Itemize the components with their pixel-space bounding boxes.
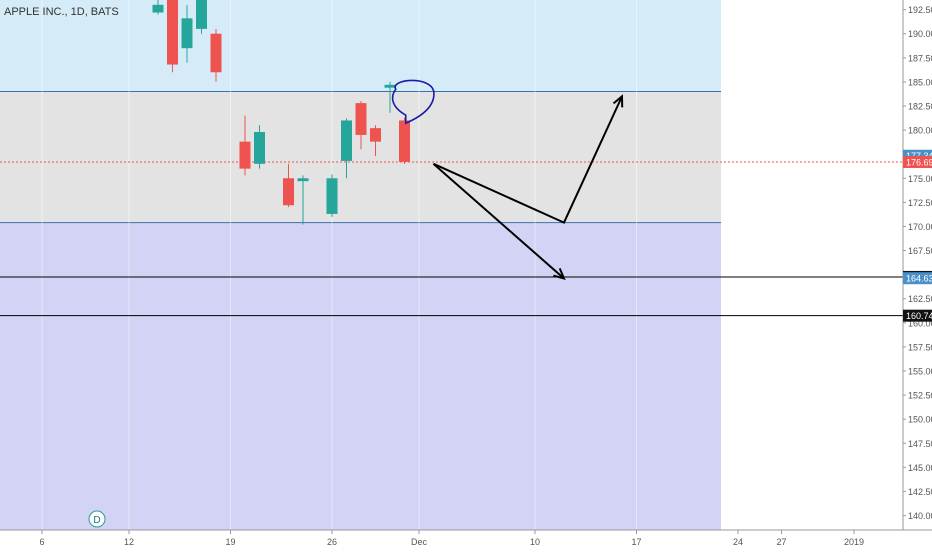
interval-badge[interactable]: D [88,510,106,528]
candle-body [152,4,164,13]
projection-arrowhead-2 [553,267,566,281]
y-tick-label: 150.00 [908,415,932,425]
y-tick-label: 145.00 [908,463,932,473]
candle-body [210,33,222,73]
y-tick-label: 172.50 [908,198,932,208]
y-tick-label: 185.00 [908,77,932,87]
x-tick-label: Dec [411,537,428,547]
x-tick-label: 17 [631,537,641,547]
candle[interactable] [399,117,410,164]
candle-body [167,0,178,65]
candle-body [341,120,352,161]
candle[interactable] [167,0,178,73]
candle-body [181,18,193,49]
candle[interactable] [152,0,164,15]
candle[interactable] [326,174,338,217]
x-tick-label: 6 [39,537,44,547]
y-tick-label: 155.00 [908,367,932,377]
symbol-label: APPLE INC., 1D, BATS [4,6,119,18]
candle-body [283,178,294,206]
candle[interactable] [297,175,309,225]
drawings [391,79,624,281]
candle-body [384,84,396,88]
y-tick-label: 160.00 [908,318,932,328]
candle-body [196,0,207,29]
candle[interactable] [370,125,381,157]
x-tick-label: 2019 [844,537,864,547]
x-tick-label: 26 [327,537,337,547]
candle[interactable] [283,163,294,208]
candle-body [355,103,367,135]
candle[interactable] [341,118,352,179]
price-marker-label-box [903,155,932,168]
candle[interactable] [239,115,251,176]
candle-body [326,178,338,214]
y-tick-label: 167.50 [908,246,932,256]
y-tick-label: 142.50 [908,487,932,497]
candle-body [370,128,381,142]
candle[interactable] [181,4,193,63]
x-tick-label: 10 [530,537,540,547]
price-levels [0,161,903,317]
y-tick-label: 190.00 [908,29,932,39]
chart-background [0,0,903,530]
x-tick-label: 12 [124,537,134,547]
price-marker-label: 164.63 [906,274,932,284]
candle-body [254,132,265,164]
price-marker-label-box [903,272,932,285]
zone-1 [0,0,721,92]
zone-3 [0,222,721,530]
x-tick-label: 27 [776,537,786,547]
projection-arrowhead-1 [612,94,624,108]
price-level-label: 160.74 [906,311,932,321]
candle[interactable] [384,81,396,113]
y-tick-label: 157.50 [908,342,932,352]
candle[interactable] [355,101,367,150]
x-tick-label: 19 [225,537,235,547]
future-area [721,0,903,530]
projection-arrow-2[interactable] [432,163,565,280]
candles [152,0,410,225]
candle-body [239,141,251,169]
annotation-circle[interactable] [391,79,435,125]
price-marker-label: 176.69 [906,157,932,167]
y-tick-label: 162.50 [908,294,932,304]
candle[interactable] [210,28,222,82]
x-tick-label: 24 [733,537,743,547]
y-tick-label: 180.00 [908,126,932,136]
y-tick-label: 175.00 [908,174,932,184]
projection-arrow-1[interactable] [433,95,623,224]
candle-body [399,120,410,162]
candle-body [297,178,309,182]
y-tick-label: 182.50 [908,102,932,112]
candle[interactable] [196,0,207,34]
y-tick-label: 140.00 [908,511,932,521]
y-tick-label: 170.00 [908,222,932,232]
y-tick-label: 187.50 [908,53,932,63]
interval-badge-label: D [93,515,100,526]
candle[interactable] [254,125,265,169]
y-tick-label: 147.50 [908,439,932,449]
y-tick-label: 152.50 [908,391,932,401]
price-level-label-box [903,309,932,322]
y-tick-label: 192.50 [908,5,932,15]
grid-lines [41,0,855,530]
